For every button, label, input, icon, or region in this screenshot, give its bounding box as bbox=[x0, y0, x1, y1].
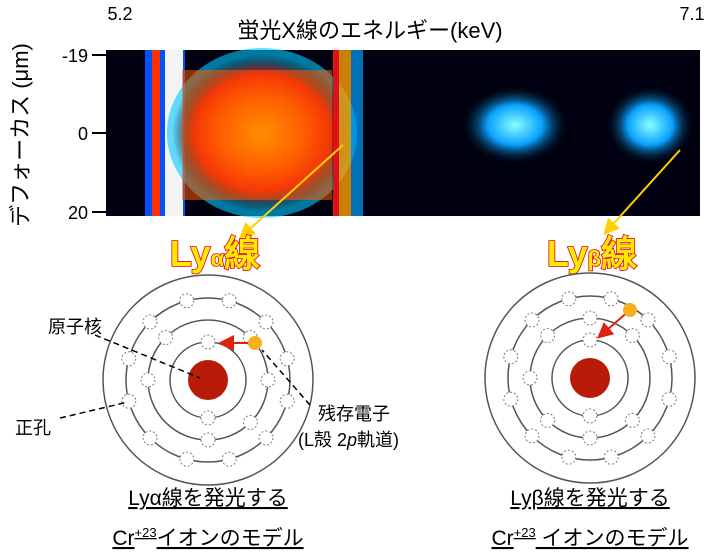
caption: Cr+23イオンのモデル bbox=[112, 525, 303, 550]
label-hole: 正孔 bbox=[15, 418, 51, 438]
electron-slot bbox=[141, 373, 155, 387]
heatmap-image bbox=[106, 48, 700, 218]
electron-slot bbox=[541, 413, 555, 427]
text-part: Cr bbox=[112, 527, 134, 550]
caption: Cr+23 イオンのモデル bbox=[491, 525, 688, 550]
electron-slot bbox=[662, 350, 676, 364]
electron-slot bbox=[222, 452, 236, 466]
label-remaining: 残存電子 bbox=[318, 404, 390, 424]
x-right: 7.1 bbox=[679, 4, 704, 24]
electron-slot bbox=[180, 452, 194, 466]
electron-slot bbox=[641, 313, 655, 327]
electron-slot bbox=[662, 392, 676, 406]
text-part: Ly bbox=[547, 233, 588, 274]
electron-slot bbox=[122, 352, 136, 366]
y-title: デフォーカス (μm) bbox=[8, 43, 33, 227]
text-part: (L殻 2 bbox=[298, 430, 347, 450]
text-part: p bbox=[346, 430, 357, 450]
nucleus bbox=[188, 360, 228, 400]
electron-slot bbox=[201, 411, 215, 425]
electron-slot bbox=[523, 371, 537, 385]
electron-slot bbox=[504, 350, 518, 364]
text-part: +23 bbox=[514, 525, 536, 540]
nucleus bbox=[570, 358, 610, 398]
ly-beta: Lyβ線 bbox=[547, 233, 637, 274]
electron-slot bbox=[625, 413, 639, 427]
electron-slot bbox=[583, 311, 597, 325]
text-part: Cr bbox=[491, 527, 513, 550]
y-tick: -19 bbox=[62, 46, 88, 66]
y-ticks: -19 0 20 bbox=[62, 46, 106, 223]
electron-slot bbox=[259, 315, 273, 329]
electron-slot bbox=[604, 450, 618, 464]
electron-slot bbox=[541, 329, 555, 343]
atom-models bbox=[103, 273, 695, 485]
text-part: 線 bbox=[601, 233, 637, 274]
ly-alpha: Lyα線 bbox=[170, 233, 260, 274]
text-part: β bbox=[588, 246, 601, 271]
electron-slot bbox=[583, 431, 597, 445]
electron-slot bbox=[583, 333, 597, 347]
caption: Lyα線を発光する bbox=[128, 487, 288, 510]
text-part: α bbox=[211, 246, 225, 271]
electron-slot bbox=[562, 450, 576, 464]
electron-slot bbox=[159, 331, 173, 345]
text-part: イオンのモデル bbox=[536, 527, 689, 550]
x-title: 蛍光X線のエネルギー(keV) bbox=[237, 18, 502, 43]
electron-slot bbox=[143, 431, 157, 445]
electron-slot bbox=[259, 431, 273, 445]
x-left: 5.2 bbox=[107, 4, 132, 24]
electron-slot bbox=[143, 315, 157, 329]
electron-slot bbox=[261, 373, 275, 387]
electron-slot bbox=[525, 429, 539, 443]
electron-slot bbox=[222, 294, 236, 308]
electron-slot bbox=[280, 394, 294, 408]
electron-slot bbox=[280, 352, 294, 366]
text-part: 軌道) bbox=[357, 430, 399, 450]
figure: 5.2 7.1 蛍光X線のエネルギー(keV) デフォーカス (μm) -19 … bbox=[0, 0, 714, 553]
text-part: 線 bbox=[224, 233, 260, 274]
electron-slot bbox=[525, 313, 539, 327]
label-orbital: (L殻 2p軌道) bbox=[298, 430, 399, 450]
electron-slot bbox=[562, 292, 576, 306]
text-part: +23 bbox=[135, 525, 157, 540]
electron-slot bbox=[243, 415, 257, 429]
text-part: Ly bbox=[170, 233, 211, 274]
electron-slot bbox=[201, 335, 215, 349]
y-tick: 20 bbox=[68, 203, 88, 223]
electron bbox=[248, 336, 262, 350]
electron-slot bbox=[583, 409, 597, 423]
electron-slot bbox=[625, 329, 639, 343]
caption: Lyβ線を発光する bbox=[510, 487, 669, 510]
label-nucleus: 原子核 bbox=[48, 317, 102, 337]
electron-slot bbox=[122, 394, 136, 408]
y-tick: 0 bbox=[78, 124, 88, 144]
electron-slot bbox=[641, 429, 655, 443]
electron-slot bbox=[180, 294, 194, 308]
electron-slot bbox=[604, 292, 618, 306]
electron-slot bbox=[201, 433, 215, 447]
text-part: イオンのモデル bbox=[157, 527, 304, 550]
electron-slot bbox=[504, 392, 518, 406]
electron bbox=[623, 303, 637, 317]
